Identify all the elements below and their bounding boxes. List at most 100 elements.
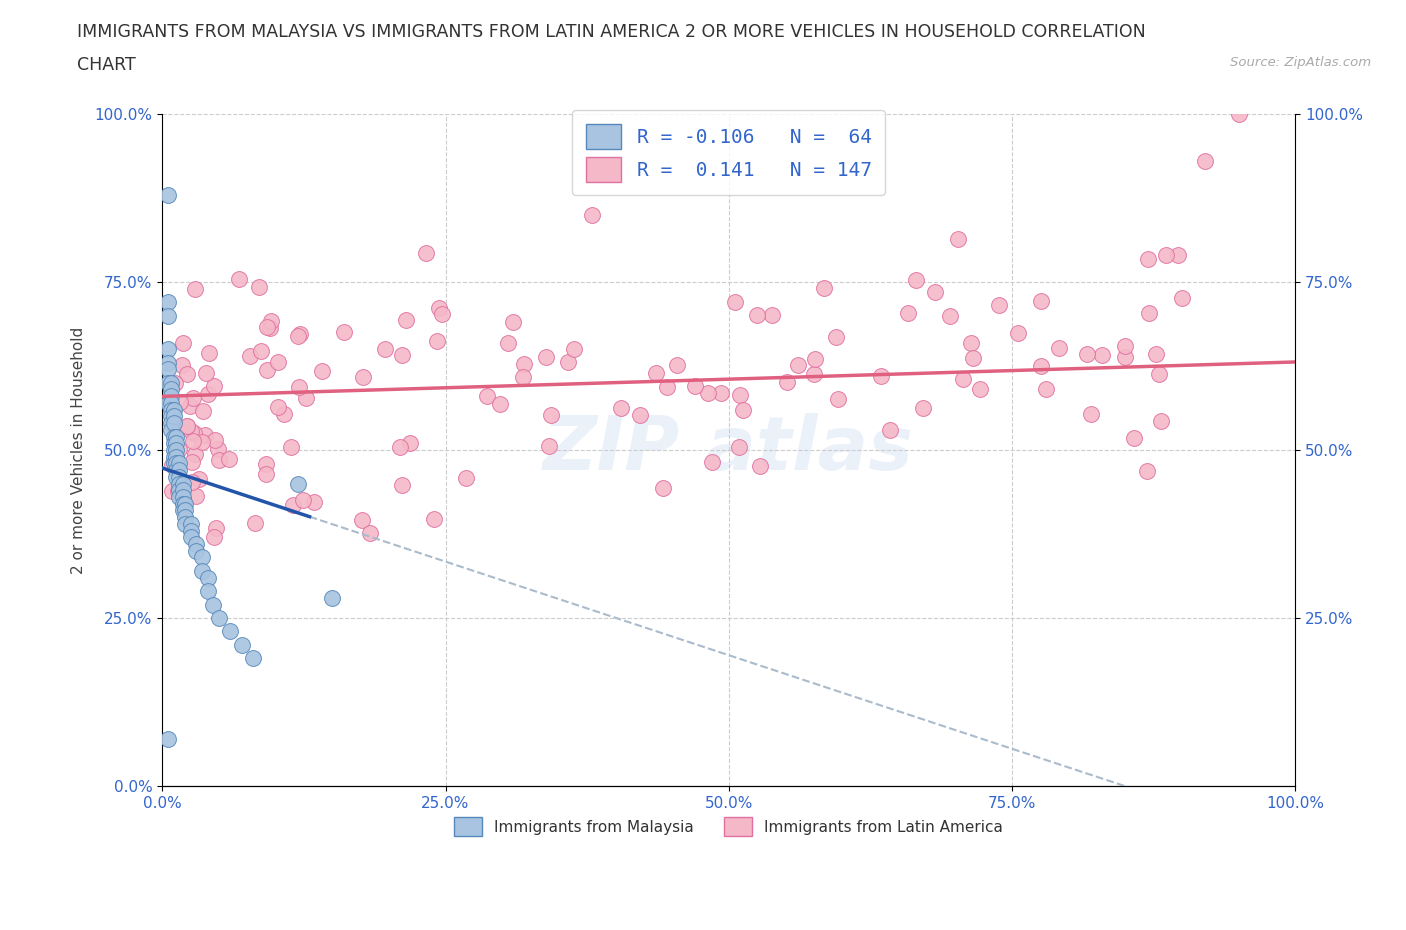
Point — [174, 510, 197, 525]
Point — [156, 376, 179, 391]
Point — [186, 543, 208, 558]
Point — [160, 458, 183, 472]
Point — [169, 476, 191, 491]
Point — [987, 298, 1010, 312]
Point — [160, 382, 183, 397]
Point — [1114, 350, 1136, 365]
Point — [267, 400, 290, 415]
Point — [176, 367, 198, 382]
Point — [202, 597, 225, 612]
Point — [496, 336, 519, 351]
Point — [321, 591, 343, 605]
Point — [259, 321, 281, 336]
Point — [254, 457, 277, 472]
Point — [747, 307, 769, 322]
Point — [912, 400, 935, 415]
Point — [156, 308, 179, 323]
Point — [803, 366, 825, 381]
Point — [191, 404, 214, 418]
Point — [165, 456, 187, 471]
Point — [181, 434, 204, 449]
Point — [165, 470, 187, 485]
Point — [456, 470, 478, 485]
Point — [202, 529, 225, 544]
Point — [156, 295, 179, 310]
Point — [162, 409, 184, 424]
Y-axis label: 2 or more Vehicles in Household: 2 or more Vehicles in Household — [72, 326, 86, 574]
Text: IMMIGRANTS FROM MALAYSIA VS IMMIGRANTS FROM LATIN AMERICA 2 OR MORE VEHICLES IN : IMMIGRANTS FROM MALAYSIA VS IMMIGRANTS F… — [77, 23, 1146, 41]
Point — [162, 436, 184, 451]
Point — [1167, 247, 1189, 262]
Text: CHART: CHART — [77, 56, 136, 73]
Point — [176, 418, 198, 433]
Point — [557, 354, 579, 369]
Point — [160, 422, 183, 437]
Point — [247, 280, 270, 295]
Point — [960, 336, 983, 351]
Point — [167, 442, 190, 457]
Point — [1080, 406, 1102, 421]
Point — [160, 402, 183, 417]
Point — [290, 326, 312, 341]
Point — [962, 351, 984, 365]
Point — [172, 497, 194, 512]
Point — [655, 379, 678, 394]
Point — [156, 355, 179, 370]
Point — [359, 525, 381, 540]
Point — [162, 456, 184, 471]
Point — [683, 379, 706, 393]
Point — [710, 385, 733, 400]
Point — [399, 435, 422, 450]
Point — [287, 476, 309, 491]
Point — [181, 455, 204, 470]
Point — [1144, 346, 1167, 361]
Point — [242, 651, 264, 666]
Point — [243, 516, 266, 531]
Point — [191, 564, 214, 578]
Point — [1227, 107, 1250, 122]
Point — [564, 342, 586, 357]
Point — [165, 436, 187, 451]
Point — [160, 484, 183, 498]
Point — [169, 470, 191, 485]
Point — [391, 348, 413, 363]
Point — [180, 530, 202, 545]
Point — [183, 447, 205, 462]
Point — [197, 584, 219, 599]
Point — [156, 395, 179, 410]
Point — [172, 503, 194, 518]
Point — [924, 285, 946, 299]
Point — [969, 382, 991, 397]
Point — [1035, 382, 1057, 397]
Point — [267, 354, 290, 369]
Point — [160, 376, 183, 391]
Point — [761, 308, 783, 323]
Point — [191, 550, 214, 565]
Point — [187, 472, 209, 486]
Point — [389, 440, 412, 455]
Point — [228, 272, 250, 286]
Point — [184, 489, 207, 504]
Point — [748, 458, 770, 473]
Point — [156, 732, 179, 747]
Point — [512, 369, 534, 384]
Point — [288, 379, 311, 394]
Point — [197, 386, 219, 401]
Text: ZIP atlas: ZIP atlas — [543, 414, 914, 486]
Point — [254, 467, 277, 482]
Point — [628, 408, 651, 423]
Point — [395, 312, 418, 327]
Point — [170, 357, 193, 372]
Point — [180, 424, 202, 439]
Point — [427, 301, 450, 316]
Point — [728, 387, 751, 402]
Point — [311, 363, 333, 378]
Point — [176, 418, 198, 433]
Point — [432, 306, 454, 321]
Point — [157, 387, 180, 402]
Point — [197, 570, 219, 585]
Point — [295, 391, 318, 405]
Point — [426, 334, 449, 349]
Point — [897, 306, 920, 321]
Point — [208, 610, 231, 625]
